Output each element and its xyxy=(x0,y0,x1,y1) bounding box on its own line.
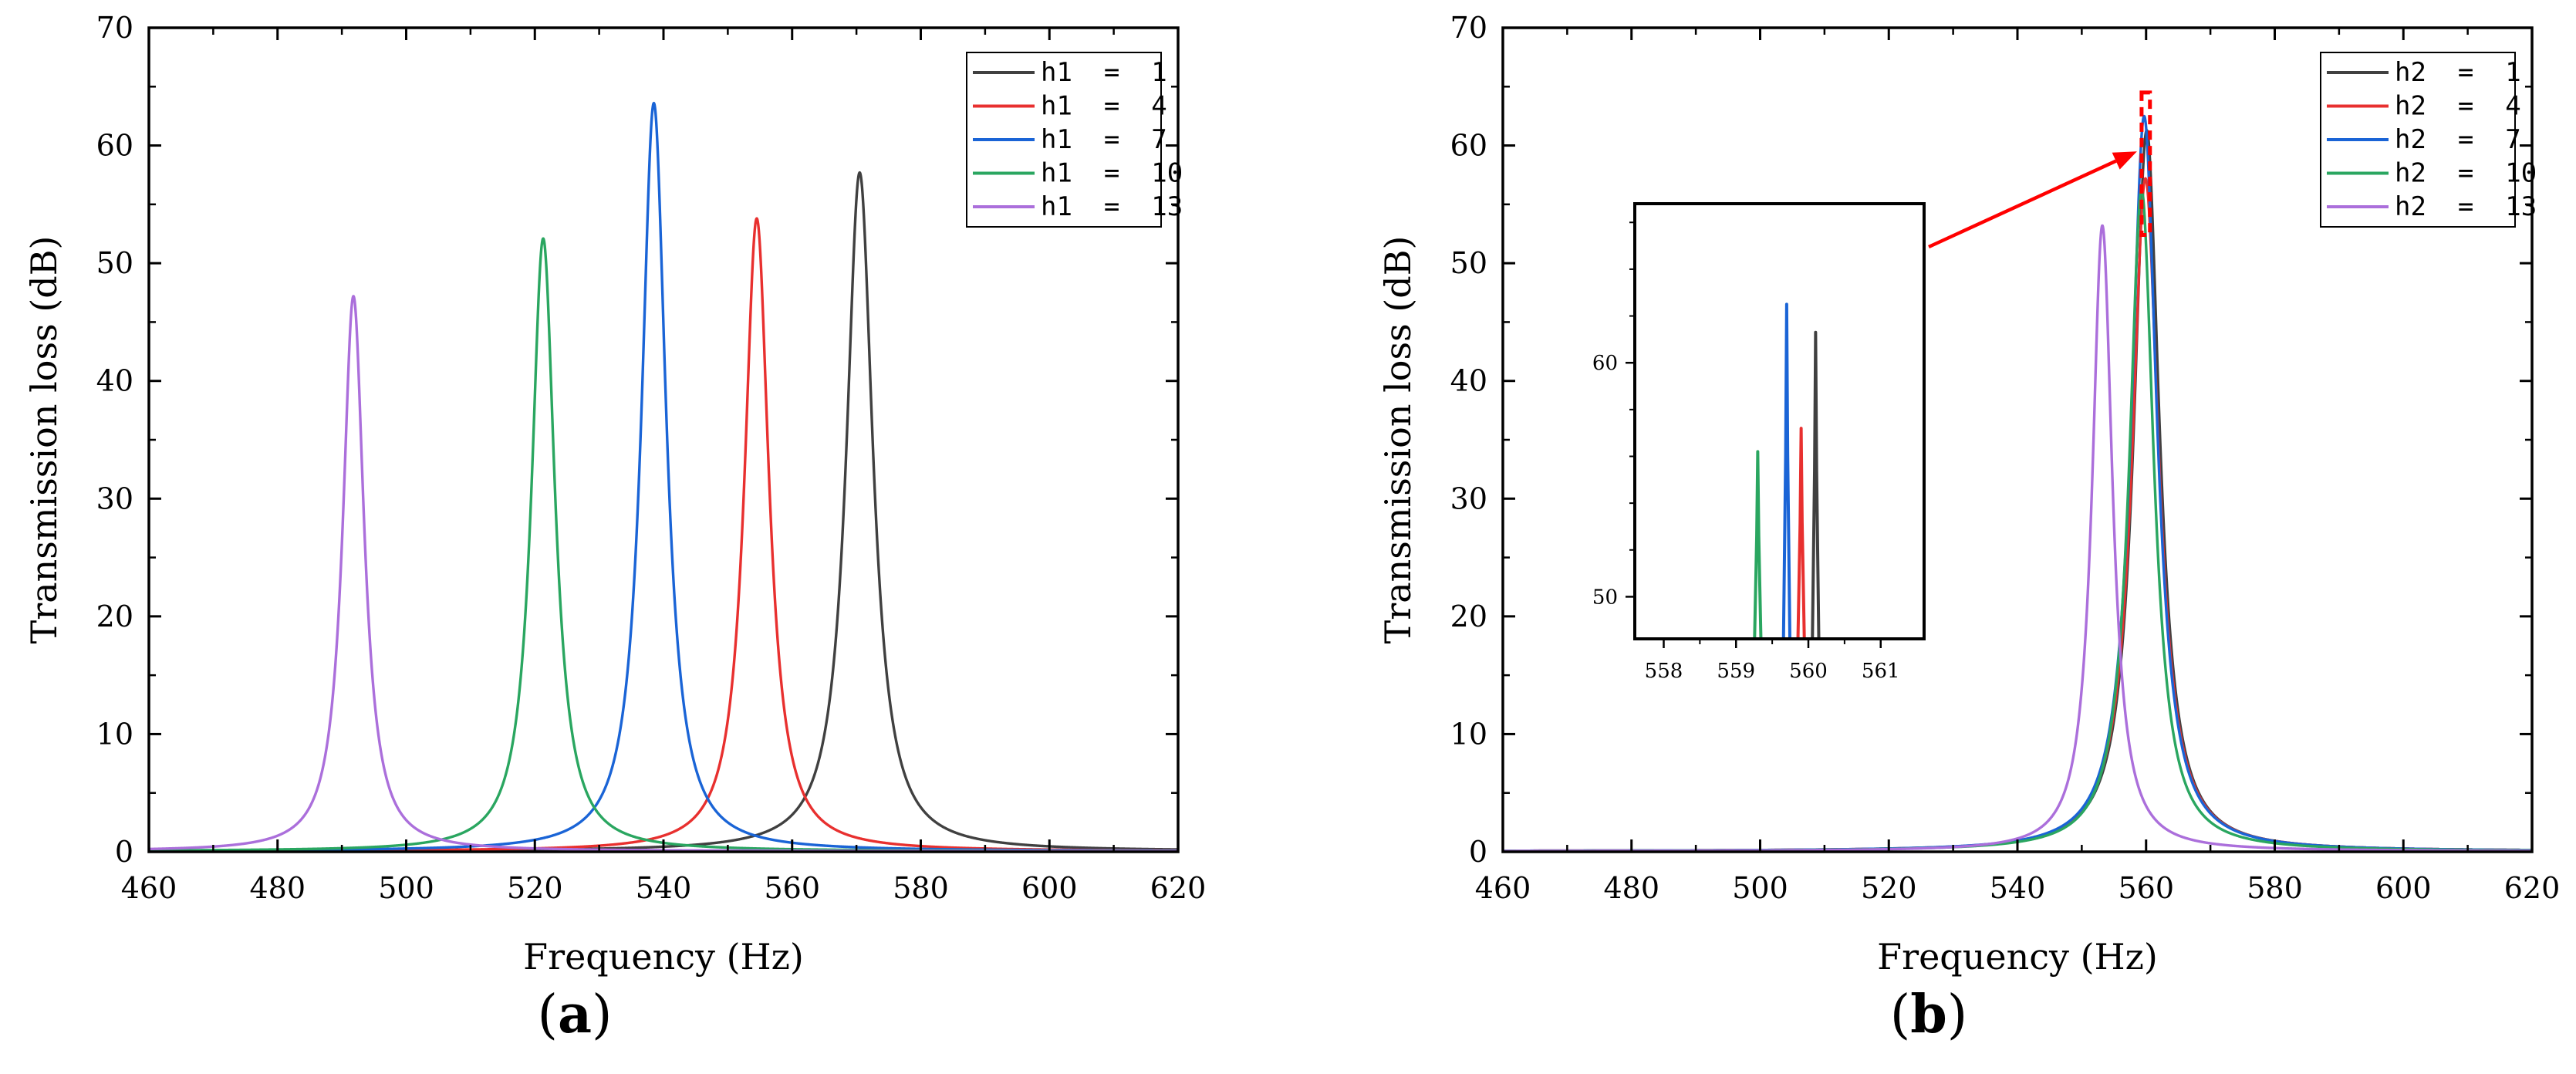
x-tick-label: 500 xyxy=(378,871,434,905)
inset-y-tick-label: 60 xyxy=(1592,352,1618,375)
x-tick-label: 480 xyxy=(1603,871,1659,905)
y-tick-label: 60 xyxy=(96,129,133,163)
legend-label-1: h1 = 1 xyxy=(1041,57,1167,88)
y-tick-label: 30 xyxy=(96,481,133,515)
y-tick-label: 10 xyxy=(1450,717,1487,751)
x-tick-label: 520 xyxy=(507,871,563,905)
x-tick-label: 560 xyxy=(764,871,820,905)
legend-label-2: h1 = 4 xyxy=(1041,91,1167,122)
y-axis-title: Transmission loss (dB) xyxy=(23,236,65,644)
y-tick-label: 70 xyxy=(1450,11,1487,45)
panel-label: (a) xyxy=(537,984,612,1045)
y-tick-label: 50 xyxy=(96,246,133,280)
zoom-arrow-line xyxy=(1928,159,2117,249)
x-tick-label: 520 xyxy=(1861,871,1917,905)
y-tick-label: 20 xyxy=(96,599,133,633)
panel-label: (b) xyxy=(1890,984,1968,1045)
x-tick-label: 460 xyxy=(121,871,177,905)
x-axis-title: Frequency (Hz) xyxy=(1877,936,2158,978)
panel-label-close: ) xyxy=(592,984,613,1045)
panel-label-letter: a xyxy=(558,984,592,1045)
x-tick-label: 500 xyxy=(1732,871,1788,905)
y-tick-label: 20 xyxy=(1450,599,1487,633)
x-tick-label: 460 xyxy=(1475,871,1531,905)
x-tick-label: 600 xyxy=(1021,871,1078,905)
inset-peak-1 xyxy=(1753,450,1763,639)
series-line-5 xyxy=(149,295,1178,852)
y-tick-label: 40 xyxy=(96,364,133,398)
legend-label-3: h2 = 7 xyxy=(2395,124,2521,155)
inset-y-tick-label: 50 xyxy=(1592,586,1618,609)
y-tick-label: 0 xyxy=(115,835,133,869)
panel-label-open: ( xyxy=(537,984,558,1045)
inset-x-tick-label: 558 xyxy=(1645,660,1683,683)
x-tick-label: 580 xyxy=(2247,871,2303,905)
inset-peak-4 xyxy=(1811,330,1821,639)
x-tick-label: 620 xyxy=(1150,871,1207,905)
panel-label-letter: b xyxy=(1910,984,1947,1045)
legend-label-2: h2 = 4 xyxy=(2395,91,2521,122)
inset-chart: 558 559 560 561 50 60 xyxy=(1592,202,1926,683)
y-tick-label: 60 xyxy=(1450,129,1487,163)
y-tick-label: 30 xyxy=(1450,481,1487,515)
inset-x-tick-label: 560 xyxy=(1789,660,1828,683)
x-tick-label: 560 xyxy=(2118,871,2174,905)
legend-label-4: h2 = 10 xyxy=(2395,158,2537,189)
legend-label-5: h2 = 13 xyxy=(2395,191,2537,222)
series-line-1 xyxy=(149,171,1178,852)
inset-peak-2 xyxy=(1781,302,1792,639)
inset-frame xyxy=(1633,202,1926,640)
zoom-arrow-head xyxy=(2112,151,2137,170)
y-axis-title: Transmission loss (dB) xyxy=(1377,236,1419,644)
legend-label-4: h1 = 10 xyxy=(1041,158,1183,189)
inset-x-tick-label: 561 xyxy=(1862,660,1900,683)
inset-peak-3 xyxy=(1796,427,1806,639)
panel-a: 460 480 500 520 540 560 580 600 620 0 10 20 30 40 50 60… xyxy=(23,11,1206,1045)
x-tick-label: 540 xyxy=(1990,871,2046,905)
inset-series-group xyxy=(1753,302,1821,639)
inset-x-tick-label: 559 xyxy=(1717,660,1755,683)
panel-b: 460 480 500 520 540 560 580 600 620 0 10 20 30 40 50 60… xyxy=(1377,11,2560,1045)
x-tick-label: 600 xyxy=(2375,871,2432,905)
x-tick-label: 540 xyxy=(636,871,692,905)
x-tick-label: 480 xyxy=(249,871,306,905)
y-tick-label: 40 xyxy=(1450,364,1487,398)
y-tick-label: 10 xyxy=(96,717,133,751)
panel-label-close: ) xyxy=(1947,984,1968,1045)
x-tick-label: 580 xyxy=(893,871,949,905)
legend-label-1: h2 = 1 xyxy=(2395,57,2521,88)
inset-background xyxy=(1635,204,1924,639)
x-tick-label: 620 xyxy=(2504,871,2561,905)
y-tick-label: 70 xyxy=(96,11,133,45)
x-axis-title: Frequency (Hz) xyxy=(523,936,804,978)
legend-label-5: h1 = 13 xyxy=(1041,191,1183,222)
legend-label-3: h1 = 7 xyxy=(1041,124,1167,155)
y-tick-label: 0 xyxy=(1469,835,1487,869)
zoom-box xyxy=(2139,90,2152,238)
y-tick-label: 50 xyxy=(1450,246,1487,280)
panel-label-open: ( xyxy=(1890,984,1911,1045)
